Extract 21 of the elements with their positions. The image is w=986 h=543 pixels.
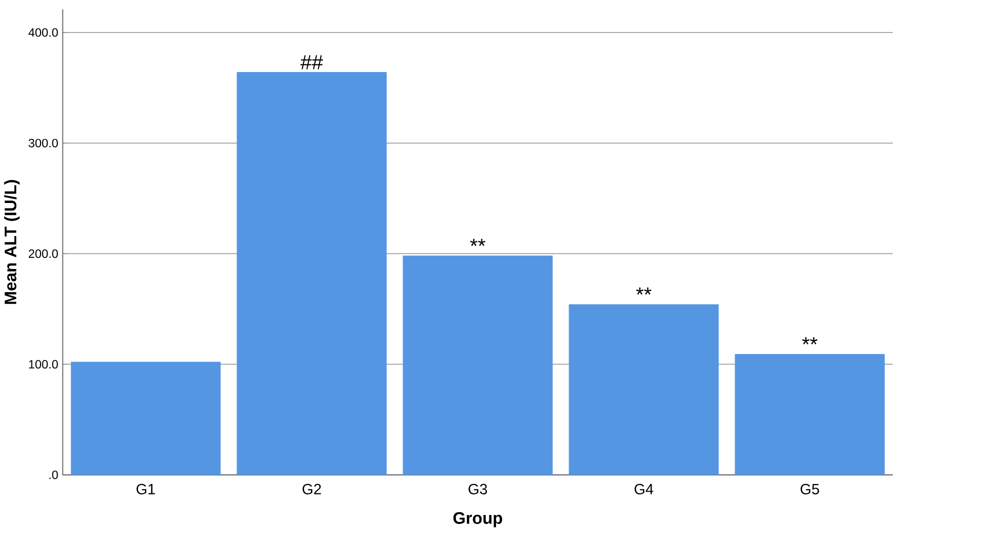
x-tick-label: G3 — [468, 484, 488, 494]
annotation: ** — [802, 337, 818, 344]
annotation: ** — [470, 238, 486, 246]
x-tick-label: G4 — [634, 484, 654, 494]
x-tick-label: G2 — [302, 484, 321, 494]
bar — [402, 255, 553, 475]
bar — [70, 362, 221, 475]
bar — [236, 72, 387, 475]
bar — [734, 354, 885, 475]
x-tick-label: G5 — [800, 484, 820, 494]
y-axis-title: Mean ALT (IU/L) — [4, 180, 20, 304]
annotation: ** — [636, 287, 652, 294]
y-tick-label: 200.0 — [28, 249, 58, 258]
y-tick-label: 300.0 — [28, 138, 58, 148]
x-tick-label: G1 — [136, 484, 155, 494]
bar — [568, 304, 719, 475]
x-axis-title: Group — [453, 512, 502, 528]
y-tick-label: 100.0 — [29, 360, 58, 368]
y-tick-label: 400.0 — [28, 28, 58, 37]
y-tick-label: .0 — [49, 470, 58, 479]
annotation: ## — [300, 55, 323, 70]
